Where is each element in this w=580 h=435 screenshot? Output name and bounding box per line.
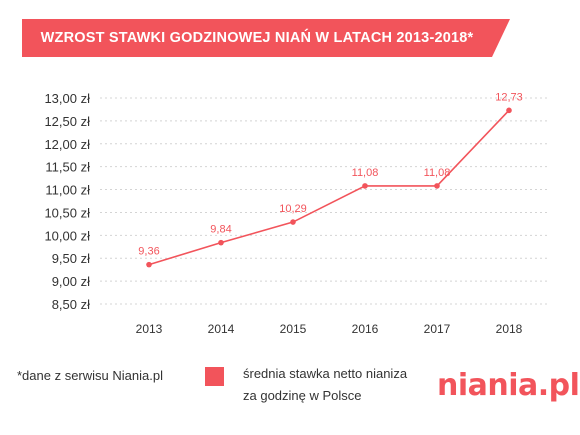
- legend-label: średnia stawka netto nianiza za godzinę …: [243, 363, 407, 407]
- x-tick-label: 2018: [496, 322, 523, 336]
- y-tick-label: 9,50 zł: [52, 251, 90, 266]
- data-label: 9,36: [138, 246, 159, 258]
- series-line: [148, 109, 510, 266]
- niania-logo: niania.pl: [437, 368, 580, 403]
- data-point: [362, 183, 368, 189]
- banner-background: [22, 19, 510, 57]
- source-footnote: *dane z serwisu Niania.pl: [17, 368, 163, 383]
- data-label: 11,08: [352, 167, 379, 179]
- data-label: 11,08: [424, 167, 451, 179]
- legend-swatch: [205, 367, 224, 386]
- y-tick-label: 12,00 zł: [44, 137, 90, 152]
- y-tick-label: 11,00 zł: [45, 183, 90, 198]
- y-tick-label: 12,50 zł: [44, 114, 90, 129]
- y-tick-label: 10,50 zł: [44, 205, 90, 220]
- legend-label-line-1: średnia stawka netto nianiza: [243, 366, 408, 381]
- line-chart: 8,50 zł 9,00 zł 9,50 zł 10,00 zł 10,50 zł 11,…: [44, 91, 550, 336]
- y-tick-label: 10,00 zł: [44, 228, 90, 243]
- legend-label-line-2: za godzinę w Polsce: [243, 388, 362, 403]
- y-tick-label: 11,50 zł: [45, 160, 90, 175]
- chart-title: WZROST STAWKI GODZINOWEJ NIAŃ W LATACH 2…: [40, 30, 474, 46]
- x-tick-label: 2015: [280, 322, 307, 336]
- x-tick-label: 2014: [208, 322, 235, 336]
- x-tick-label: 2016: [352, 322, 379, 336]
- data-point: [218, 239, 224, 246]
- data-point: [506, 107, 512, 114]
- y-tick-label: 13,00 zł: [44, 91, 90, 106]
- data-label: 12,73: [495, 91, 523, 103]
- x-tick-label: 2017: [424, 322, 451, 336]
- data-point: [434, 183, 440, 189]
- x-tick-label: 2013: [136, 322, 163, 336]
- data-point: [290, 219, 296, 225]
- data-label: 9,84: [210, 224, 231, 236]
- data-label: 10,29: [279, 203, 307, 215]
- y-tick-label: 9,00 zł: [52, 274, 90, 289]
- title-banner: WZROST STAWKI GODZINOWEJ NIAŃ W LATACH 2…: [22, 19, 510, 57]
- data-point: [146, 261, 152, 268]
- y-tick-label: 8,50 zł: [52, 297, 90, 312]
